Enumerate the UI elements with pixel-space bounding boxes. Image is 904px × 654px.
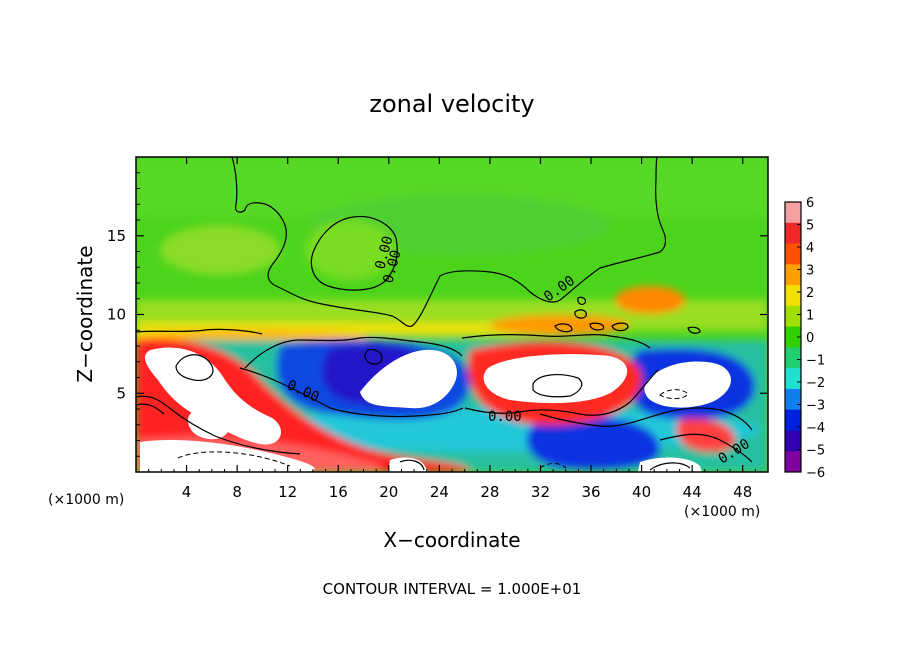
white-saturation-regions [140,347,731,472]
colorbar-tick-label: 3 [806,264,814,279]
colorbar-swatch [785,409,801,431]
colorbar-tick-label: 6 [806,196,814,211]
y-tick-label: 5 [116,384,126,402]
colorbar-swatch [785,451,801,473]
colorbar-swatch [785,264,801,286]
x-tick-label: 36 [581,483,600,501]
chart-title: zonal velocity [369,90,534,118]
colorbar-tick-label: −2 [806,376,825,391]
x-axis-label: X−coordinate [383,528,520,552]
colorbar-swatch [785,243,801,265]
y-tick-label: 15 [107,227,126,245]
colorbar-tick-label: 2 [806,286,814,301]
colorbar-swatch [785,285,801,307]
colorbar-swatch [785,222,801,245]
colorbar-swatch [785,388,801,411]
colorbar-tick-label: 0 [806,331,814,346]
colorbar-swatch [785,368,801,390]
colorbar-swatch [785,305,801,328]
x-tick-label: 40 [632,483,651,501]
colorbar-tick-label: −3 [806,399,825,414]
colorbar-tick-label: −6 [806,466,825,481]
colorbar-tick-label: −1 [806,354,825,369]
colorbar-swatch [785,202,801,224]
colorbar-tick-label: 1 [806,309,814,324]
x-tick-label: 28 [480,483,499,501]
contour-label: 0.00 [488,409,522,425]
plot-area [136,157,768,472]
x-tick-label: 20 [379,483,398,501]
x-tick-label: 48 [733,483,752,501]
x-tick-label: 4 [182,483,192,501]
colorbar-swatch [785,326,801,348]
colorbar-tick-label: −4 [806,421,825,436]
y-tick-label: 10 [107,306,126,324]
x-tick-label: 44 [683,483,702,501]
colorbar-tick-label: 4 [806,241,814,256]
colorbar-tick-label: 5 [806,219,814,234]
y-axis-label: Z−coordinate [73,245,97,382]
x-tick-label: 12 [278,483,297,501]
colorbar-swatch [785,347,801,369]
dashed-contours [177,389,689,469]
colorbar: 6 5 4 3 2 1 0 −1 −2 −3 −4 −5 −6 [784,196,825,481]
x-unit-right: (×1000 m) [684,504,760,520]
x-tick-label: 16 [329,483,348,501]
contour-lines [136,157,753,471]
colorbar-swatch [785,430,801,452]
x-tick-label: 32 [531,483,550,501]
x-unit-left: (×1000 m) [48,492,124,508]
contour-interval-note: CONTOUR INTERVAL = 1.000E+01 [323,580,582,598]
colorbar-tick-label: −5 [806,444,825,459]
x-tick-label: 24 [430,483,449,501]
x-tick-label: 8 [232,483,242,501]
